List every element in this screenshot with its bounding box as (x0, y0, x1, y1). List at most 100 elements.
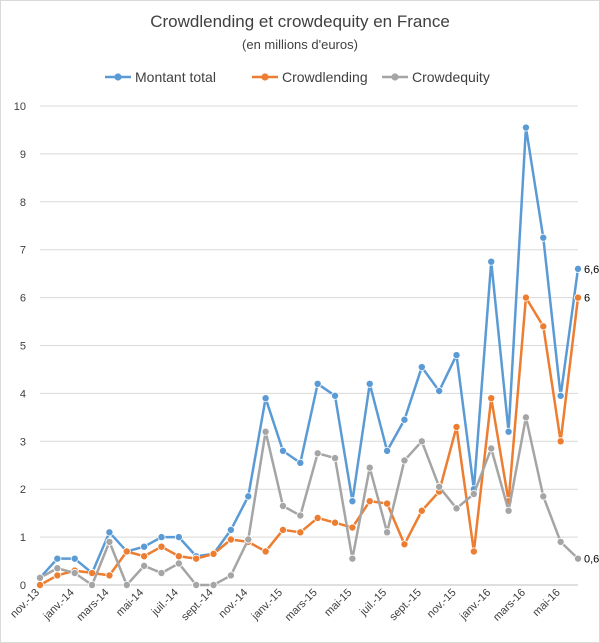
legend-label: Crowdequity (412, 69, 490, 85)
data-point (348, 554, 357, 563)
data-point (313, 379, 322, 388)
y-tick-label: 3 (20, 436, 26, 448)
data-label: 0,6 (584, 554, 599, 566)
x-tick-label: sept.-15 (387, 587, 424, 624)
data-point (365, 379, 374, 388)
data-point (140, 542, 149, 551)
data-point (296, 458, 305, 467)
data-point (539, 322, 548, 331)
y-tick-label: 10 (14, 101, 26, 113)
data-point (53, 571, 62, 580)
data-point (157, 542, 166, 551)
data-point (400, 456, 409, 465)
data-point (174, 533, 183, 542)
data-point (105, 571, 114, 580)
series-group: 6,6 6 0,6 (36, 123, 599, 590)
data-point (452, 504, 461, 513)
x-tick-label: sept.-14 (179, 587, 216, 624)
data-point (435, 387, 444, 396)
data-label: 6,6 (584, 264, 599, 276)
data-point (140, 561, 149, 570)
data-point (122, 547, 131, 556)
data-point (400, 415, 409, 424)
y-tick-label: 2 (20, 484, 26, 496)
y-tick-label: 7 (20, 245, 26, 257)
data-point (417, 506, 426, 515)
y-tick-label: 1 (20, 532, 26, 544)
data-point (556, 537, 565, 546)
series-montant-total: 6,6 (36, 123, 599, 582)
data-point (157, 569, 166, 578)
legend-marker (114, 73, 122, 81)
gridlines (40, 105, 578, 586)
data-point (539, 492, 548, 501)
data-point (226, 535, 235, 544)
data-point (105, 528, 114, 537)
data-point (174, 552, 183, 561)
y-tick-label: 4 (20, 388, 26, 400)
data-point (88, 581, 97, 590)
data-point (296, 528, 305, 537)
data-point (53, 554, 62, 563)
data-point (435, 482, 444, 491)
data-point (487, 444, 496, 453)
x-tick-label: juil.-14 (149, 587, 181, 619)
data-point (383, 446, 392, 455)
x-tick-label: janv.-16 (457, 587, 493, 623)
data-point (244, 492, 253, 501)
data-point (348, 497, 357, 506)
data-point (157, 533, 166, 542)
x-tick-label: nov.-15 (425, 587, 459, 621)
data-point (469, 489, 478, 498)
data-point (556, 437, 565, 446)
data-point (504, 506, 513, 515)
x-tick-label: mai-16 (531, 587, 563, 619)
y-tick-label: 8 (20, 197, 26, 209)
data-point (521, 123, 530, 132)
data-point (174, 559, 183, 568)
legend-marker (261, 73, 269, 81)
data-point (348, 523, 357, 532)
data-point (278, 525, 287, 534)
x-tick-label: mars-16 (491, 587, 528, 624)
data-point (574, 293, 583, 302)
data-point (574, 264, 583, 273)
data-point (365, 463, 374, 472)
x-tick-label: nov.-14 (217, 587, 251, 621)
data-point (331, 454, 340, 463)
data-point (192, 554, 201, 563)
y-tick-label: 9 (20, 149, 26, 161)
data-point (417, 363, 426, 372)
data-point (539, 233, 548, 242)
series-crowdequity: 0,6 (36, 413, 599, 590)
y-axis: 0 1 2 3 4 5 6 7 8 9 10 (14, 101, 26, 592)
data-point (331, 391, 340, 400)
data-point (487, 257, 496, 266)
data-point (383, 528, 392, 537)
data-point (556, 391, 565, 400)
data-point (487, 394, 496, 403)
data-point (70, 569, 79, 578)
data-point (504, 427, 513, 436)
data-point (226, 525, 235, 534)
data-point (296, 511, 305, 520)
data-point (53, 564, 62, 573)
data-label: 6 (584, 293, 590, 305)
data-point (469, 547, 478, 556)
x-tick-label: janv.-15 (249, 587, 285, 623)
data-point (261, 547, 270, 556)
x-tick-label: juil.-15 (357, 587, 389, 619)
y-tick-label: 6 (20, 293, 26, 305)
data-point (226, 571, 235, 580)
x-tick-label: mars-14 (75, 587, 112, 624)
data-point (313, 513, 322, 522)
legend-label: Montant total (135, 69, 216, 85)
x-tick-label: mai-15 (322, 587, 354, 619)
data-point (105, 537, 114, 546)
data-point (452, 351, 461, 360)
data-point (209, 549, 218, 558)
legend-label: Crowdlending (282, 69, 368, 85)
x-tick-label: mai-14 (114, 587, 146, 619)
data-point (261, 427, 270, 436)
